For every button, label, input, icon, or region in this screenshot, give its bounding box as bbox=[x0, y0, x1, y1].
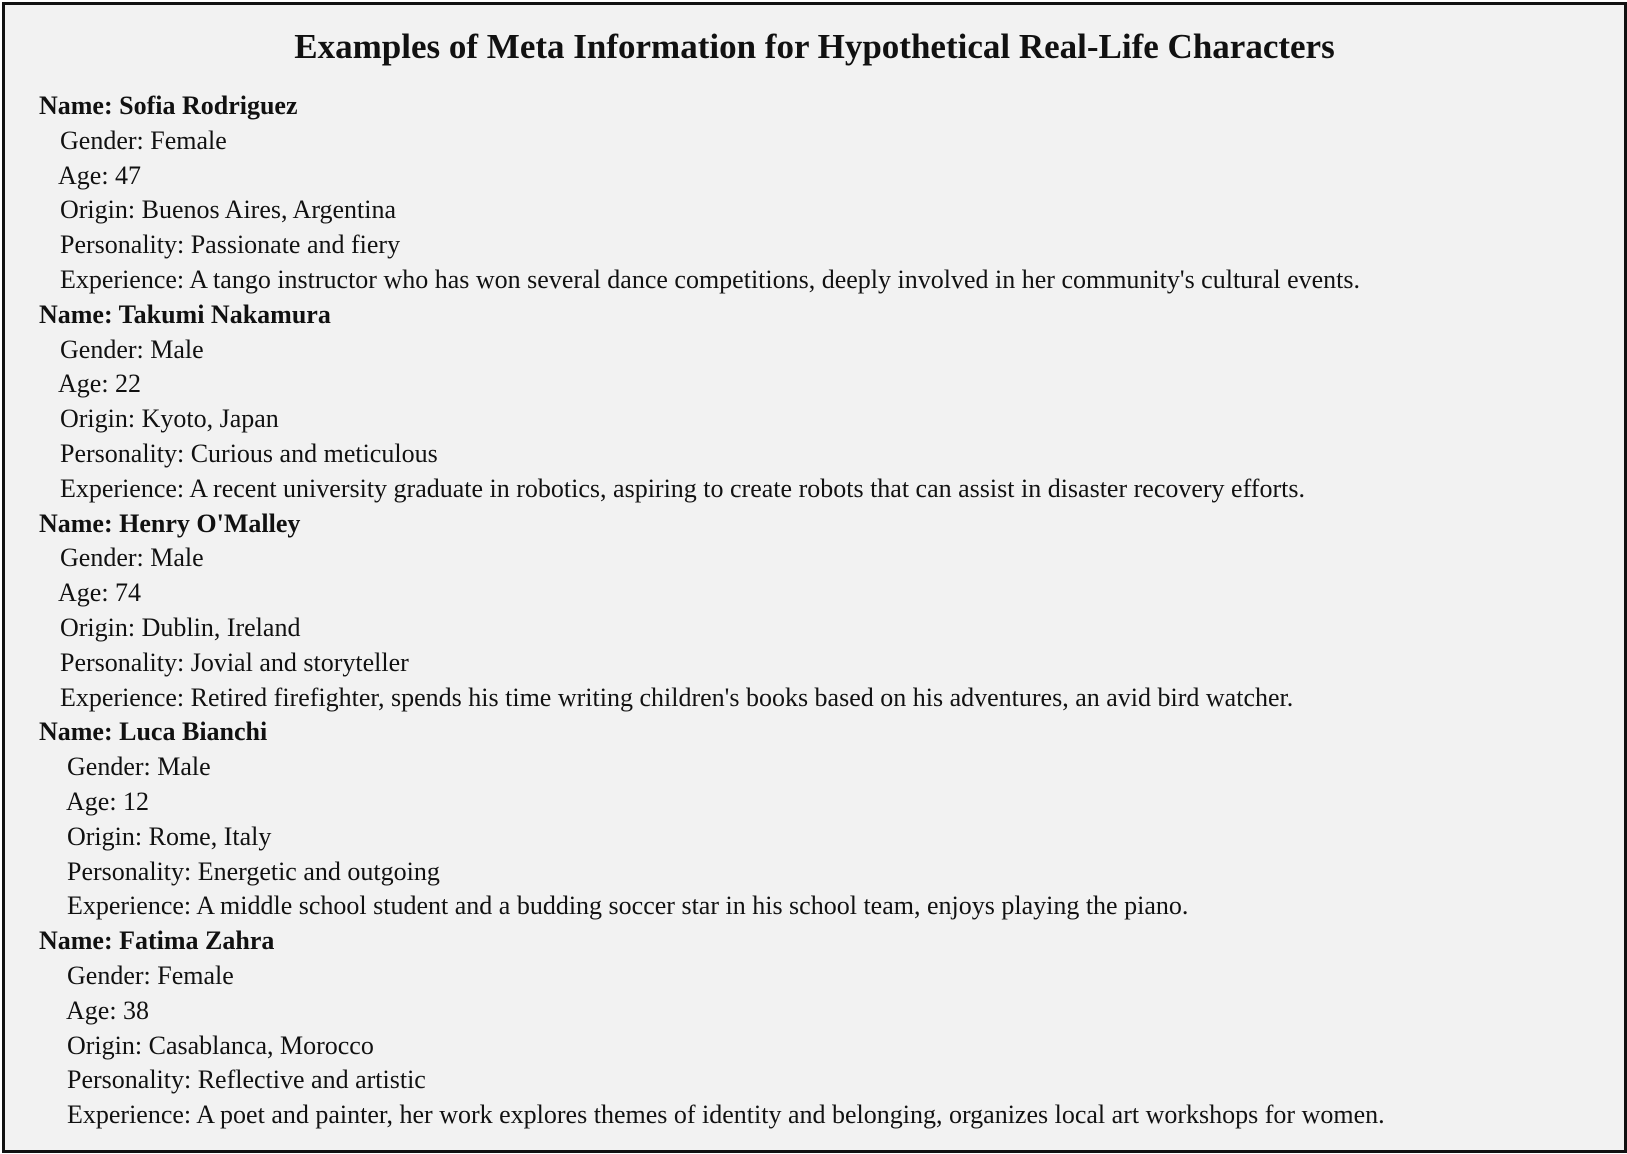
character-experience: Experience: A middle school student and … bbox=[67, 891, 1189, 921]
character-personality: Personality: Energetic and outgoing bbox=[67, 856, 440, 886]
character-experience: Experience: A recent university graduate… bbox=[60, 473, 1305, 503]
character-age: Age: 22 bbox=[58, 369, 142, 399]
character-entry-sofia-rodriguez: Name: Sofia Rodriguez Gender: Female Age… bbox=[39, 89, 1599, 298]
character-gender: Gender: Male bbox=[60, 543, 204, 573]
character-personality: Personality: Curious and meticulous bbox=[60, 438, 438, 468]
character-gender: Gender: Male bbox=[67, 752, 211, 782]
character-personality: Personality: Reflective and artistic bbox=[67, 1065, 426, 1095]
character-gender: Gender: Female bbox=[60, 125, 227, 155]
character-age: Age: 38 bbox=[66, 995, 150, 1025]
character-name: Name: Henry O'Malley bbox=[39, 508, 301, 538]
character-name: Name: Fatima Zahra bbox=[39, 926, 275, 956]
character-experience: Experience: A tango instructor who has w… bbox=[60, 264, 1361, 294]
character-entry-luca-bianchi: Name: Luca Bianchi Gender: Male Age: 12 … bbox=[39, 715, 1599, 924]
character-name: Name: Takumi Nakamura bbox=[39, 299, 331, 329]
character-entry-henry-omalley: Name: Henry O'Malley Gender: Male Age: 7… bbox=[39, 507, 1599, 716]
character-list: Name: Sofia Rodriguez Gender: Female Age… bbox=[39, 89, 1599, 1133]
character-age: Age: 74 bbox=[58, 578, 142, 608]
character-name: Name: Luca Bianchi bbox=[39, 717, 268, 747]
page-title: Examples of Meta Information for Hypothe… bbox=[294, 27, 1335, 66]
character-origin: Origin: Buenos Aires, Argentina bbox=[60, 195, 397, 225]
character-origin: Origin: Dublin, Ireland bbox=[60, 612, 301, 642]
character-gender: Gender: Female bbox=[67, 960, 234, 990]
character-experience: Experience: A poet and painter, her work… bbox=[67, 1100, 1385, 1130]
character-gender: Gender: Male bbox=[60, 334, 204, 364]
character-origin: Origin: Rome, Italy bbox=[67, 821, 272, 851]
character-personality: Personality: Passionate and fiery bbox=[60, 230, 401, 260]
character-age: Age: 12 bbox=[66, 786, 150, 816]
character-entry-takumi-nakamura: Name: Takumi Nakamura Gender: Male Age: … bbox=[39, 298, 1599, 507]
character-entry-fatima-zahra: Name: Fatima Zahra Gender: Female Age: 3… bbox=[39, 924, 1599, 1133]
character-personality: Personality: Jovial and storyteller bbox=[60, 647, 409, 677]
character-origin: Origin: Kyoto, Japan bbox=[60, 404, 279, 434]
character-name: Name: Sofia Rodriguez bbox=[39, 91, 298, 120]
character-origin: Origin: Casablanca, Morocco bbox=[67, 1030, 374, 1060]
character-age: Age: 47 bbox=[58, 160, 142, 190]
character-experience: Experience: Retired firefighter, spends … bbox=[60, 682, 1294, 712]
